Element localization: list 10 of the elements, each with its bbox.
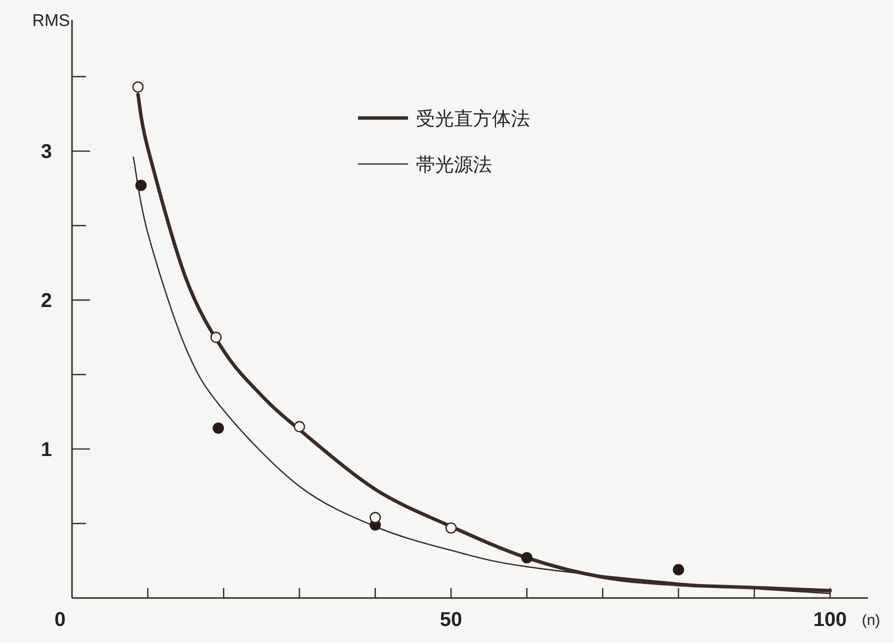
y-tick-label: 3 xyxy=(40,141,52,164)
y-axis-title: RMS xyxy=(32,11,70,30)
x-tick-label: 100 xyxy=(813,609,847,631)
x-tick-label: 50 xyxy=(440,609,462,631)
y-tick-label: 1 xyxy=(40,439,52,462)
x-tick-label: 0 xyxy=(54,609,66,631)
y-tick-label: 2 xyxy=(40,290,52,312)
x-axis-title: (n) xyxy=(862,612,880,629)
legend-label: 受光直方体法 xyxy=(416,108,530,130)
legend-label: 帯光源法 xyxy=(416,154,492,176)
